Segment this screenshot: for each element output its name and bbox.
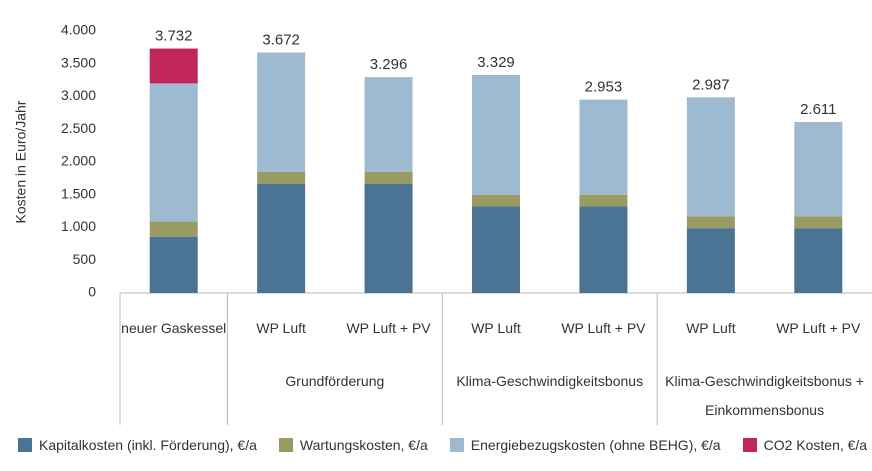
group-label: Klima-Geschwindigkeitsbonus + Einkommens… [665,373,864,418]
legend-item: CO2 Kosten, €/a [742,437,868,453]
y-tick-label: 2.000 [61,153,96,169]
bar-segment [579,206,628,293]
legend-swatch [278,438,293,452]
bar-segment [794,216,843,229]
legend-item: Energiebezugskosten (ohne BEHG), €/a [449,437,721,453]
x-tick-label: neuer Gaskessel [121,320,227,336]
x-tick-label: WP Luft + PV [561,320,646,336]
y-tick-label: 1.500 [61,185,96,201]
bar-segment [579,99,628,195]
bar-segment [257,183,306,293]
legend-label: Kapitalkosten (inkl. Förderung), €/a [39,437,257,453]
bar-segment [149,83,198,222]
bar-segment [149,221,198,237]
group-label: Klima-Geschwindigkeitsbonus [456,373,644,389]
bar-segment [686,97,735,217]
bar-segment [364,183,413,293]
bar-segment [472,206,520,293]
y-tick-label: 3.000 [61,87,96,103]
y-tick-label: 2.500 [61,120,96,136]
legend-label: CO2 Kosten, €/a [763,437,868,453]
bar-segment [472,194,520,207]
bar-segment [579,194,628,207]
y-tick-label: 500 [73,251,97,267]
x-tick-label: WP Luft [686,320,736,336]
legend-swatch [18,438,32,452]
bar-segment [794,121,843,217]
total-label: 3.296 [370,56,408,73]
legend-label: Wartungskosten, €/a [299,437,428,453]
x-tick-label: WP Luft [471,320,521,336]
legend-item: Wartungskosten, €/a [278,437,428,453]
group-label: Grundförderung [285,373,385,389]
total-label: 3.732 [155,28,193,45]
bar-segment [794,228,843,293]
legend-swatch [449,438,464,452]
legend-item: Kapitalkosten (inkl. Förderung), €/a [18,437,257,453]
total-label: 3.672 [262,31,300,48]
bar-segment [364,77,413,172]
y-axis-label: Kosten in Euro/Jahr [13,100,29,223]
y-tick-label: 3.500 [61,54,96,70]
legend-label: Energiebezugskosten (ohne BEHG), €/a [470,437,721,453]
total-label: 3.329 [477,54,515,71]
bar-segment [686,228,735,293]
total-label: 2.611 [800,101,836,118]
x-tick-label: WP Luft [256,320,306,336]
total-label: 2.953 [585,79,623,96]
bar-segment [472,74,520,195]
x-tick-label: WP Luft + PV [346,320,431,336]
total-label: 2.987 [692,76,730,93]
legend-swatch [742,438,757,452]
y-tick-label: 1.000 [61,218,96,234]
bar-segment [149,236,198,293]
y-tick-label: 0 [88,284,96,300]
x-tick-label: WP Luft + PV [776,320,861,336]
bar-segment [257,52,306,172]
bar-segment [364,171,413,184]
legend: Kapitalkosten (inkl. Förderung), €/a Wart… [18,437,867,453]
bar-segment [686,216,735,229]
y-tick-label: 4.000 [61,22,96,38]
bar-segment [149,48,198,84]
bar-segment [257,171,306,184]
